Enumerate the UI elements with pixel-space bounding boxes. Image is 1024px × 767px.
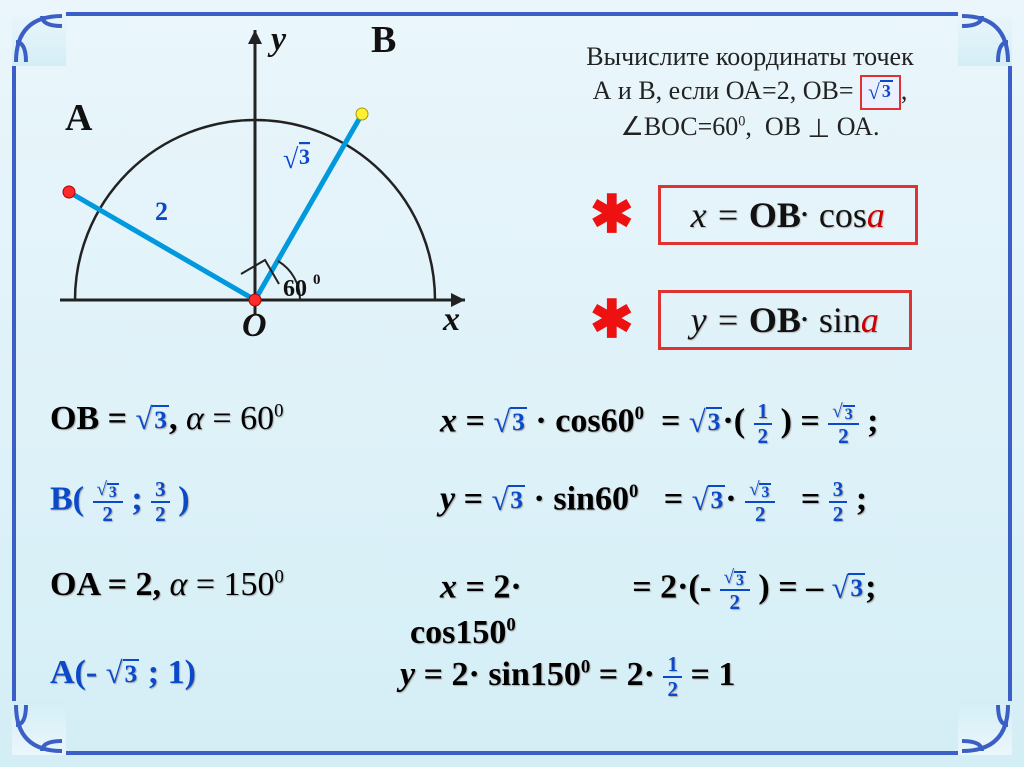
formula-x-seg: OB [749,195,801,235]
semi: ; [867,403,878,440]
work-y-a: y = 2· sin1500 = 2· 12 = 1 [400,654,735,700]
formula-y-row: ✱ y = OB. sina [590,290,912,350]
eq2: = – [778,569,831,606]
eq: = 2·(- [632,569,711,606]
problem-line2b: , [901,76,908,105]
frac-n: 1 [754,401,773,425]
svg-text:3: 3 [299,144,310,169]
ob-comma: , [169,400,186,437]
formula-y-trig: sin [819,300,861,340]
b-open: B( [50,481,84,518]
work-y-b: y = √3 · sin600 = √3· √32 = 32 ; [440,478,867,525]
ob-eq: OB = [50,400,127,437]
frac-d: 2 [758,425,769,447]
formula-x-trig: cos [819,195,867,235]
sin150: sin150 [488,656,581,693]
formula-y-seg: OB [749,300,801,340]
svg-text:0: 0 [313,272,321,288]
star-icon: ✱ [590,185,634,245]
svg-text:√: √ [283,144,299,175]
work-x-b: x = √3 · cos600 = √3·( 12 ) = √32 ; [440,400,878,447]
eq: = [792,481,828,518]
point-b-result: B( √32 ; 32 ) [50,478,190,525]
work-area: OB = √3, α = 600 x = √3 · cos600 = √3·( … [50,400,974,737]
problem-line3: ∠ВОС=600, ОВ ⊥ ОА. [621,112,880,141]
sqrt3-box: √3 [860,75,901,110]
semi: ; [856,481,867,518]
problem-line2a: А и В, если ОА=2, ОВ= [593,76,854,105]
svg-text:B: B [371,20,396,61]
svg-text:y: y [267,21,287,58]
cos150: cos150 [410,614,506,651]
work-ob-line: OB = √3, α = 600 [50,400,283,438]
svg-text:x: x [442,301,460,338]
point-a-result: A(- √3 ; 1) [50,654,196,692]
work-oa-line: OA = 2, α = 1500 [50,566,284,604]
fd: 2 [833,503,844,525]
eq: = 2 [599,656,644,693]
oa-eq: OA = 2, [50,566,170,603]
work-x-a: x = 2· = 2·(- √32 ) = – √3; [440,566,876,613]
problem-line1: Вычислите координаты точек [586,42,913,71]
problem-statement: Вычислите координаты точек А и В, если О… [500,40,1000,144]
svg-text:A: A [65,97,93,139]
formula-x-alpha: a [867,195,885,235]
b-sep: ; [131,481,142,518]
coordinate-diagram: y x O B A 2 √ 3 60 0 [35,20,475,350]
a-open: A(- [50,654,97,691]
formula-y-lhs: y [691,300,707,340]
fd: 2 [667,678,678,700]
eq: = [800,403,828,440]
svg-text:2: 2 [155,197,168,226]
eq2: = 1 [691,656,736,693]
svg-text:O: O [242,307,267,344]
formula-y-box: y = OB. sina [658,290,912,350]
formula-x-box: x = OB. cosa [658,185,918,245]
cos150-label: cos1500 [410,614,516,652]
b-close: ) [178,481,189,518]
fn: 1 [663,654,682,678]
close: ) [758,569,769,606]
formula-x-row: ✱ x = OB. cosa [590,185,918,245]
formula-x-lhs: x [691,195,707,235]
a-sep: ; 1) [148,654,196,691]
svg-text:60: 60 [283,276,307,302]
formula-y-alpha: a [861,300,879,340]
star-icon: ✱ [590,290,634,350]
fn: 3 [829,479,848,503]
semi: ; [865,569,876,606]
